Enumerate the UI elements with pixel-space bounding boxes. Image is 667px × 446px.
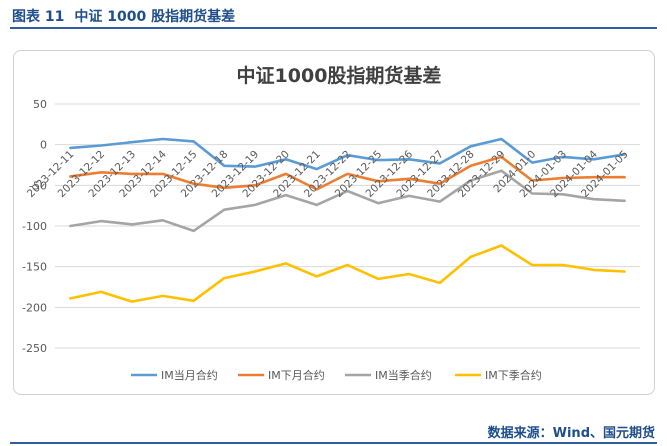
y-tick-label: 0 [40, 139, 47, 152]
legend-label-3: IM当季合约 [375, 368, 432, 382]
series-line-1 [69, 137, 626, 171]
x-axis-ticks: 2023-12-112023-12-122023-12-132023-12-14… [25, 148, 631, 200]
y-tick-label: -50 [29, 179, 47, 192]
series-lines [69, 137, 626, 303]
y-tick-label: 50 [33, 98, 47, 111]
figure-caption: 图表 11 中证 1000 股指期货基差 [12, 6, 245, 26]
y-tick-label: -100 [22, 220, 47, 233]
series-line-4 [69, 244, 626, 303]
y-axis-ticks: 50 0 -50 -100 -150 -200 -250 [22, 98, 47, 355]
gridlines [55, 103, 640, 349]
series-line-2 [69, 155, 626, 191]
caption-rule [10, 27, 657, 29]
legend-label-2: IM下月合约 [268, 368, 325, 382]
legend-label-4: IM下季合约 [485, 368, 542, 382]
y-tick-label: -200 [22, 301, 47, 314]
data-source: 数据来源：Wind、国元期货 [487, 426, 655, 441]
chart-title: 中证1000股指期货基差 [237, 64, 442, 87]
legend: IM当月合约 IM下月合约 IM当季合约 IM下季合约 [131, 368, 542, 382]
legend-label-1: IM当月合约 [161, 368, 218, 382]
footer-rule [10, 442, 657, 444]
figure-title: 中证 1000 股指期货基差 [74, 9, 236, 25]
figure-number: 图表 11 [12, 9, 65, 25]
y-tick-label: -150 [22, 261, 47, 274]
y-tick-label: -250 [22, 342, 47, 355]
series-line-3 [69, 169, 626, 233]
